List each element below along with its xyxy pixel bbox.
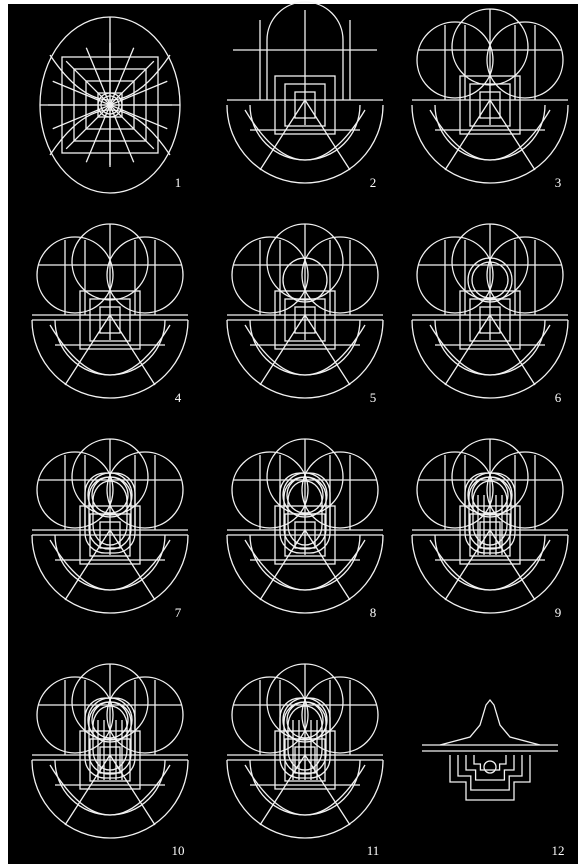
diagram-sheet: 123456789101112 (0, 0, 584, 868)
figure-number: 6 (555, 390, 562, 405)
figure-number: 11 (367, 843, 380, 858)
figure-number: 3 (555, 175, 562, 190)
figure-number: 2 (370, 175, 377, 190)
figure-number: 10 (172, 843, 185, 858)
figure-number: 1 (175, 175, 182, 190)
figure-number: 4 (175, 390, 182, 405)
figure-number: 12 (552, 843, 565, 858)
figure-number: 9 (555, 605, 562, 620)
figure-number: 8 (370, 605, 377, 620)
figure-number: 7 (175, 605, 182, 620)
page: {"panels": [{"label": "1"}, {"label": "2… (0, 0, 584, 868)
figure-number: 5 (370, 390, 377, 405)
